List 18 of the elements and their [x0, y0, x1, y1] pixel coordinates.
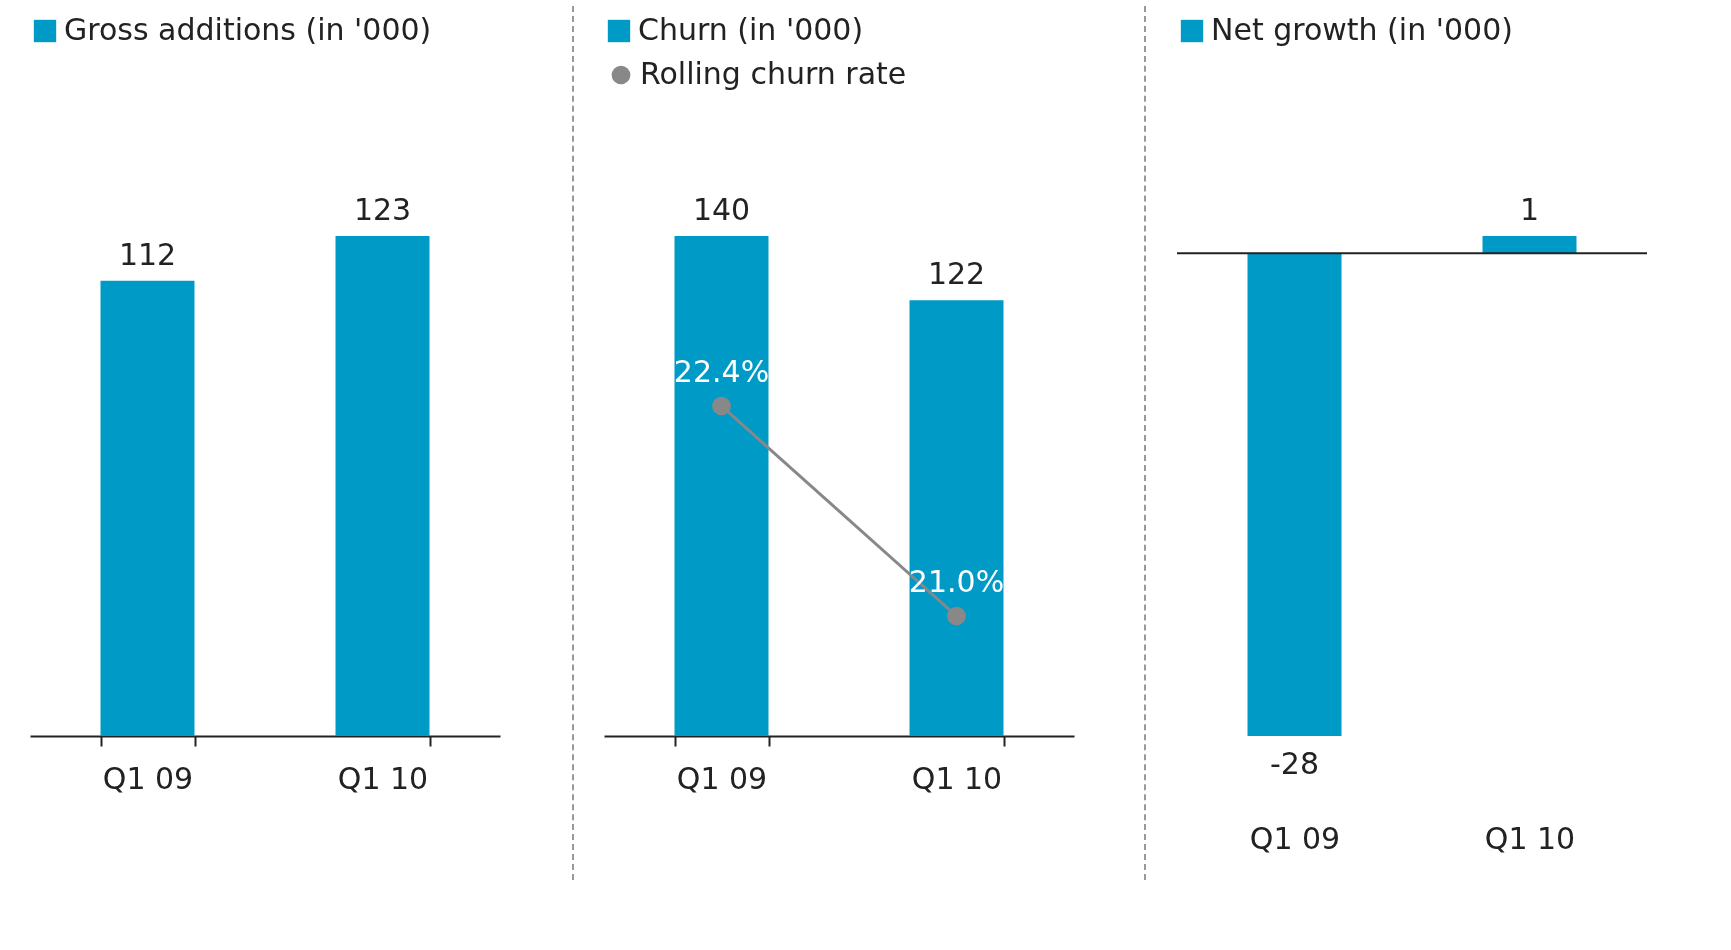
x-tick-label: Q1 09 — [676, 760, 768, 796]
x-tick-label: Q1 10 — [337, 760, 429, 796]
x-tick-label: Q1 10 — [1484, 820, 1576, 856]
x-tick-label: Q1 09 — [102, 760, 194, 796]
data-label: -28 — [1270, 746, 1319, 781]
data-label: 22.4% — [673, 354, 770, 389]
data-label: 140 — [692, 192, 751, 227]
legend-label: Rolling churn rate — [640, 56, 907, 91]
data-label: 21.0% — [908, 564, 1005, 599]
data-label: 112 — [118, 236, 177, 272]
legend-label: Churn (in '000) — [638, 12, 864, 47]
legend-label: Net growth (in '000) — [1211, 12, 1513, 47]
data-label: 122 — [927, 256, 986, 292]
x-tick-label: Q1 10 — [911, 760, 1003, 796]
legend-label: Gross additions (in '000) — [64, 12, 432, 47]
data-label: 123 — [353, 192, 412, 227]
x-tick-label: Q1 09 — [1249, 820, 1341, 856]
data-label: 1 — [1519, 192, 1540, 227]
